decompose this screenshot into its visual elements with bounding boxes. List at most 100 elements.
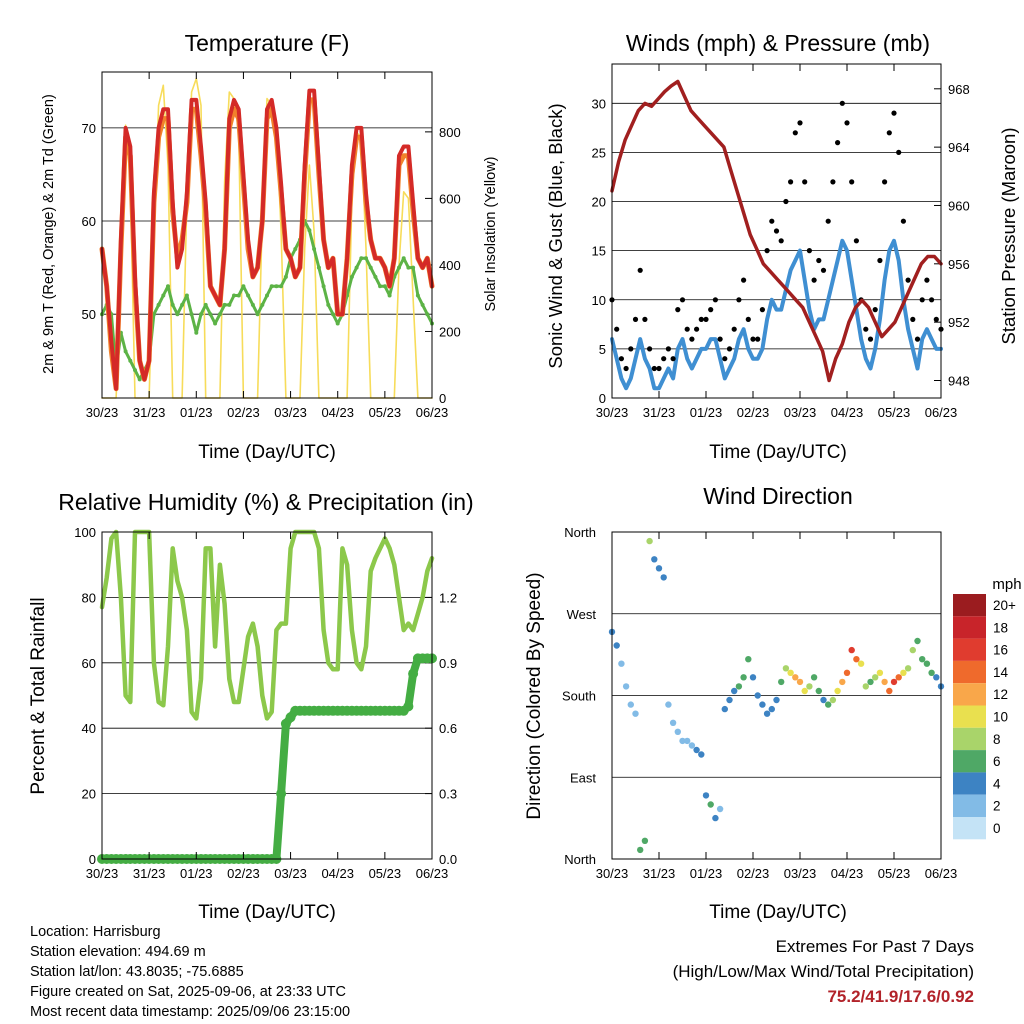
figure-created: Figure created on Sat, 2025-09-06, at 23… — [30, 984, 346, 1000]
direction-point — [641, 837, 649, 844]
humidity-xtick-label: 31/23 — [133, 866, 166, 881]
direction-point — [881, 678, 888, 686]
colorbar-swatch — [953, 638, 986, 661]
direction-point — [693, 746, 700, 754]
dewpoint-point — [236, 293, 241, 298]
temperature-y2tick-label: 200 — [439, 324, 461, 339]
direction-point — [702, 792, 710, 799]
direction-ytick-label: South — [562, 689, 596, 704]
direction-point — [712, 814, 719, 822]
gust-point — [867, 336, 874, 342]
dewpoint-point — [349, 274, 354, 279]
gust-point — [830, 179, 836, 185]
gust-point — [896, 149, 902, 155]
direction-xtick-label: 01/23 — [690, 866, 723, 881]
winds-ytick-label: 30 — [592, 96, 606, 111]
winds-ytick-label: 20 — [592, 195, 606, 210]
direction-point — [867, 678, 874, 686]
dewpoint-point — [156, 302, 161, 307]
direction-ytick-label: West — [567, 607, 597, 622]
winds-xtick-label: 05/23 — [878, 405, 911, 420]
dewpoint-point — [326, 302, 331, 307]
winds-y2tick-label: 968 — [948, 82, 970, 97]
humidity-panel: Relative Humidity (%) & Precipitation (i… — [28, 489, 474, 923]
gust-point — [632, 316, 639, 322]
gust-point — [679, 297, 686, 303]
gust-point — [694, 326, 700, 332]
winds-xtick-label: 03/23 — [784, 405, 817, 420]
direction-point — [787, 669, 794, 676]
dewpoint-point — [213, 321, 218, 326]
dewpoint-point — [260, 302, 265, 307]
dewpoint-point — [387, 293, 392, 298]
gust-point — [637, 267, 643, 273]
rainfall-line — [98, 654, 436, 863]
direction-ytick-label: North — [564, 852, 596, 867]
extremes-box: Extremes For Past 7 Days (High/Low/Max W… — [673, 934, 974, 1009]
gust-point — [825, 218, 831, 224]
dewpoint-point — [222, 302, 227, 307]
dewpoint-point — [250, 302, 255, 307]
gust-point — [684, 326, 690, 332]
winds-xtick-label: 30/23 — [596, 405, 629, 420]
direction-point — [933, 674, 940, 681]
colorbar-swatch — [953, 616, 986, 639]
humidity-y2tick-label: 0.0 — [439, 852, 457, 867]
gust-point — [759, 307, 766, 313]
direction-point — [872, 674, 879, 681]
temperature-xtick-label: 01/23 — [180, 405, 213, 420]
direction-point — [679, 737, 686, 745]
direction-point — [627, 701, 634, 708]
gust-point — [665, 346, 672, 352]
direction-frame — [611, 531, 942, 860]
direction-point — [909, 646, 916, 654]
humidity-ytick-label: 20 — [82, 787, 96, 802]
temperature-xtick-label: 02/23 — [227, 405, 260, 420]
rainfall-point — [403, 701, 414, 712]
winds-xtick-label: 06/23 — [925, 405, 958, 420]
dewpoint-point — [373, 274, 378, 279]
gust-point — [849, 179, 855, 185]
direction-point — [792, 674, 799, 681]
direction-point — [660, 574, 667, 581]
direction-xtick-label: 02/23 — [737, 866, 770, 881]
gust-point — [806, 248, 813, 254]
dewpoint-point — [364, 256, 368, 261]
direction-point — [895, 674, 902, 681]
direction-point — [745, 656, 752, 663]
gust-point — [914, 336, 921, 342]
direction-point — [886, 687, 893, 695]
gust-point — [783, 198, 789, 205]
station-latlon: Station lat/lon: 43.8035; -75.6885 — [30, 964, 244, 980]
direction-ylabel-left: Direction (Colored By Speed) — [524, 572, 545, 819]
direction-point — [674, 728, 681, 735]
gust-point — [877, 257, 883, 264]
direction-point — [820, 696, 827, 704]
gust-point — [905, 277, 911, 283]
temperature-xtick-label: 30/23 — [86, 405, 119, 420]
dewpoint-point — [255, 312, 260, 317]
station-elevation: Station elevation: 494.69 m — [30, 944, 206, 960]
dewpoint-point — [208, 312, 213, 317]
direction-point — [646, 537, 653, 545]
temperature-xtick-label: 03/23 — [274, 405, 307, 420]
direction-xtick-label: 05/23 — [878, 866, 911, 881]
gust-point — [731, 326, 737, 332]
temperature-y2tick-label: 600 — [439, 191, 461, 206]
humidity-y2tick-label: 0.3 — [439, 787, 457, 802]
dewpoint-point — [307, 228, 312, 233]
direction-xtick-label: 06/23 — [925, 866, 958, 881]
temperature-xtick-label: 04/23 — [321, 405, 354, 420]
direction-point — [613, 642, 620, 649]
winds-y2tick-label: 948 — [948, 373, 970, 388]
temperature-ylabel-left: 2m & 9m T (Red, Orange) & 2m Td (Green) — [41, 94, 57, 374]
gust-point — [811, 277, 817, 283]
station-info: Location: Harrisburg Station elevation: … — [30, 922, 350, 1022]
colorbar-swatch — [953, 794, 986, 817]
winds-y2tick-label: 964 — [948, 140, 970, 155]
temperature-y2tick-label: 800 — [439, 125, 461, 140]
dewpoint-point — [279, 284, 284, 289]
colorbar-label: 14 — [993, 665, 1009, 680]
gust-point — [642, 316, 648, 322]
direction-point — [782, 665, 790, 672]
